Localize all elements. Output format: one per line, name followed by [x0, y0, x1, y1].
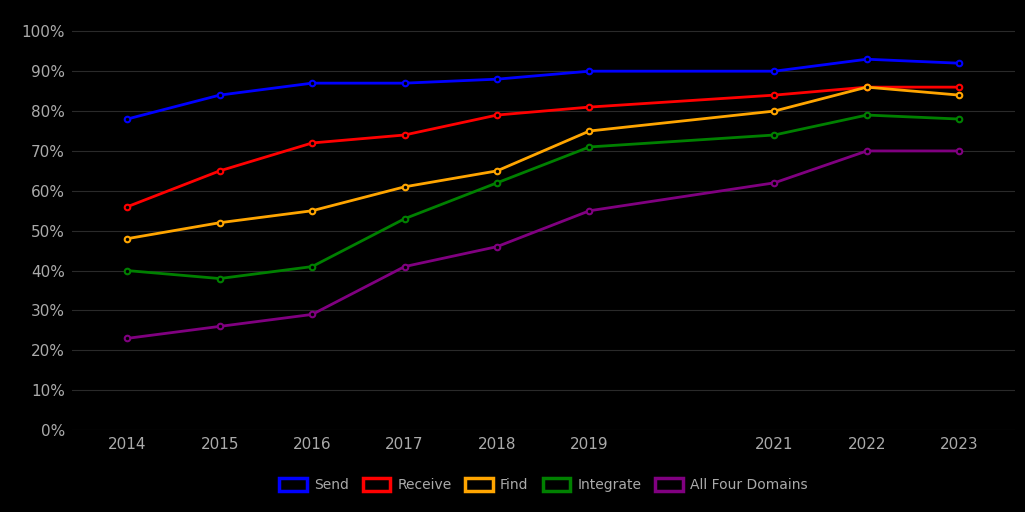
All Four Domains	[306, 311, 319, 317]
Receive	[213, 168, 226, 174]
Find	[491, 168, 503, 174]
Find	[583, 128, 596, 134]
Receive	[861, 84, 873, 90]
Send	[121, 116, 133, 122]
Receive	[953, 84, 966, 90]
Receive	[491, 112, 503, 118]
Integrate	[399, 216, 411, 222]
Receive	[399, 132, 411, 138]
Integrate	[768, 132, 780, 138]
Receive	[121, 204, 133, 210]
All Four Domains	[583, 208, 596, 214]
Line: Receive: Receive	[124, 84, 962, 209]
Line: Find: Find	[124, 84, 962, 242]
Integrate	[306, 264, 319, 270]
Receive	[768, 92, 780, 98]
Integrate	[213, 275, 226, 282]
Receive	[583, 104, 596, 110]
Send	[861, 56, 873, 62]
Find	[861, 84, 873, 90]
Integrate	[861, 112, 873, 118]
All Four Domains	[953, 148, 966, 154]
Receive	[306, 140, 319, 146]
Integrate	[121, 267, 133, 273]
Send	[213, 92, 226, 98]
Line: All Four Domains: All Four Domains	[124, 148, 962, 341]
Legend: Send, Receive, Find, Integrate, All Four Domains: Send, Receive, Find, Integrate, All Four…	[274, 473, 813, 498]
Integrate	[583, 144, 596, 150]
Find	[213, 220, 226, 226]
Send	[953, 60, 966, 66]
All Four Domains	[861, 148, 873, 154]
All Four Domains	[491, 244, 503, 250]
Integrate	[953, 116, 966, 122]
Send	[399, 80, 411, 86]
Line: Send: Send	[124, 56, 962, 122]
Find	[121, 236, 133, 242]
Send	[491, 76, 503, 82]
All Four Domains	[213, 324, 226, 330]
All Four Domains	[768, 180, 780, 186]
All Four Domains	[399, 264, 411, 270]
Find	[953, 92, 966, 98]
Line: Integrate: Integrate	[124, 112, 962, 281]
Find	[306, 208, 319, 214]
Send	[768, 68, 780, 74]
Send	[583, 68, 596, 74]
Integrate	[491, 180, 503, 186]
Find	[768, 108, 780, 114]
Find	[399, 184, 411, 190]
All Four Domains	[121, 335, 133, 342]
Send	[306, 80, 319, 86]
